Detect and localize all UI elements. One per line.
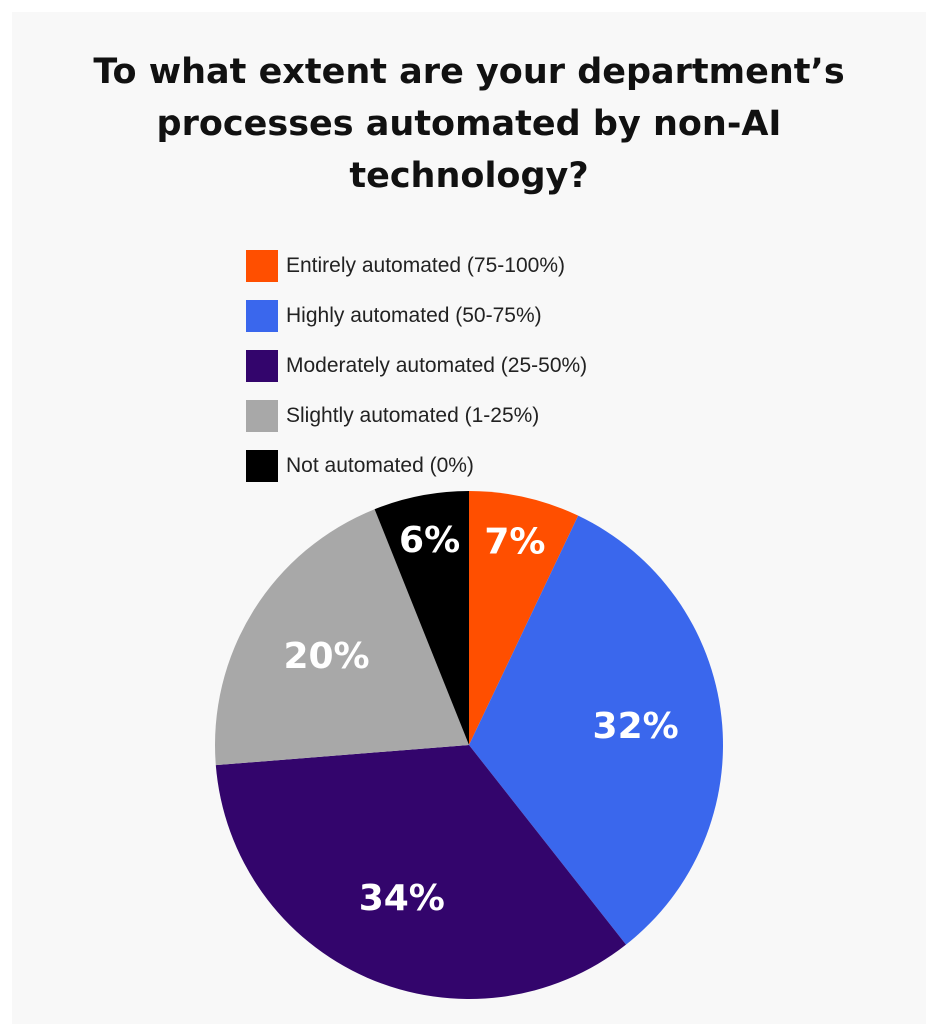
pie-slice-labels: 7% 32% 34% 20% 6%: [283, 520, 678, 919]
legend-label-moderately-automated: Moderately automated (25-50%): [286, 354, 588, 377]
pie-slice-slightly-automated: [215, 509, 469, 766]
legend-swatch-not-automated: [246, 450, 278, 482]
legend-swatch-entirely-automated: [246, 250, 278, 282]
pie-label-entirely-automated: 7%: [484, 521, 545, 562]
chart-legend: Entirely automated (75-100%) Highly auto…: [246, 241, 587, 491]
chart-title-line-2: processes automated by non-AI: [156, 104, 782, 144]
legend-swatch-slightly-automated: [246, 400, 278, 432]
chart-title-line-1: To what extent are your department’s: [93, 52, 845, 92]
pie-slices: [215, 491, 723, 999]
legend-item-slightly-automated: Slightly automated (1-25%): [246, 391, 587, 441]
legend-label-highly-automated: Highly automated (50-75%): [286, 304, 542, 327]
pie-label-moderately-automated: 34%: [359, 878, 445, 919]
pie-slice-entirely-automated: [469, 491, 579, 745]
chart-title-line-3: technology?: [349, 156, 589, 196]
legend-label-slightly-automated: Slightly automated (1-25%): [286, 404, 540, 427]
pie-slice-highly-automated: [469, 515, 723, 945]
legend-label-not-automated: Not automated (0%): [286, 454, 474, 477]
legend-swatch-highly-automated: [246, 300, 278, 332]
legend-item-not-automated: Not automated (0%): [246, 441, 587, 491]
pie-slice-not-automated: [374, 491, 469, 745]
pie-label-slightly-automated: 20%: [283, 636, 369, 677]
chart-title: To what extent are your department’s pro…: [0, 46, 938, 202]
legend-item-highly-automated: Highly automated (50-75%): [246, 291, 587, 341]
pie-label-highly-automated: 32%: [593, 706, 679, 747]
legend-item-entirely-automated: Entirely automated (75-100%): [246, 241, 587, 291]
legend-label-entirely-automated: Entirely automated (75-100%): [286, 254, 565, 277]
legend-item-moderately-automated: Moderately automated (25-50%): [246, 341, 587, 391]
pie-slice-moderately-automated: [215, 745, 627, 999]
pie-label-not-automated: 6%: [399, 520, 460, 561]
legend-swatch-moderately-automated: [246, 350, 278, 382]
